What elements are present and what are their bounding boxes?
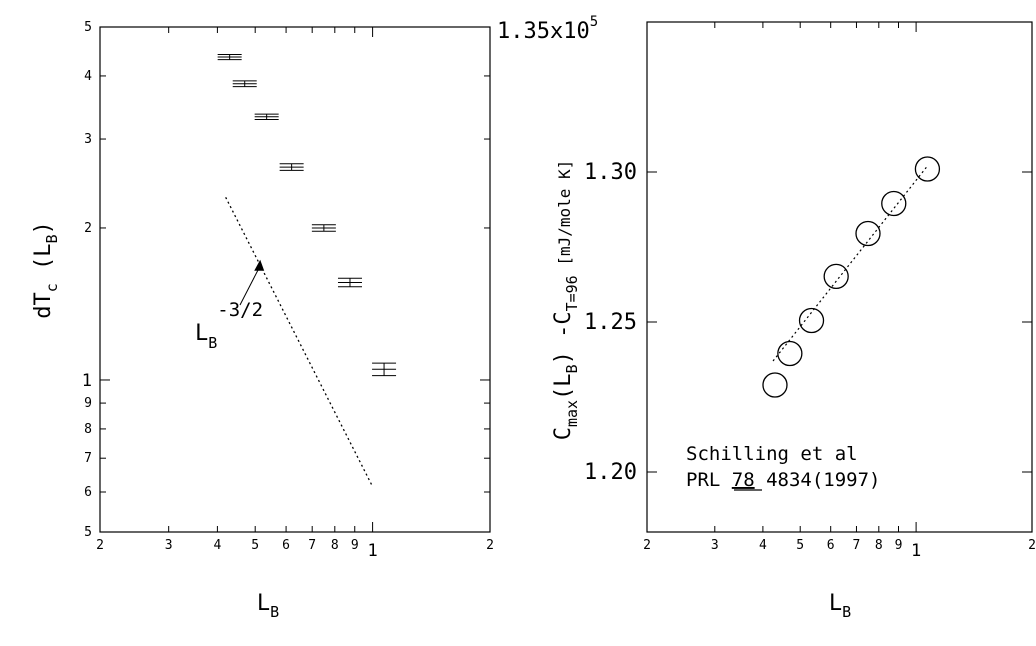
data-point <box>279 163 304 171</box>
x-tick-label: 3 <box>711 538 719 553</box>
y-tick-label: 1.30 <box>584 160 637 185</box>
data-point <box>881 190 907 217</box>
y-axis-label-lb-sub: B <box>563 364 581 373</box>
y-axis-label-sub2: B <box>43 234 61 243</box>
x-tick-label: 1 <box>367 541 377 561</box>
citation-line-2: PRL 78 4834(1997) <box>686 469 881 491</box>
x-axis-label-sub: B <box>270 603 279 621</box>
x-tick-label: 7 <box>308 538 316 553</box>
x-tick-label: 6 <box>282 538 290 553</box>
y-tick-label: 7 <box>84 451 92 466</box>
data-point <box>372 362 397 377</box>
y-axis-label-close: ) <box>31 221 56 234</box>
y-tick-label: 9 <box>84 396 92 411</box>
y-tick-label: 2 <box>84 221 92 236</box>
data-point <box>914 156 941 182</box>
citation-line-1: Schilling et al <box>686 443 858 465</box>
y-tick-label: 5 <box>84 525 92 540</box>
y-axis-label-main: dT <box>31 292 56 319</box>
x-tick-label: 6 <box>827 538 835 553</box>
data-point <box>762 372 788 398</box>
y-tick-label: 3 <box>84 132 92 147</box>
y-axis-label-c-sub: max <box>563 400 581 427</box>
y-axis-label-c: C <box>551 427 576 440</box>
y-axis-label-minus: ) -C <box>551 311 576 364</box>
x-axis-label: LB <box>257 591 279 621</box>
annotation-arrow-head <box>254 259 265 271</box>
y-axis-label-t-sub: T=96 <box>563 275 581 311</box>
y-axis-label-paren: (L <box>551 373 576 400</box>
y-tick-label: 4 <box>84 69 92 84</box>
y-axis-label-mid: (L <box>31 244 56 284</box>
data-point <box>232 80 257 88</box>
slope-annotation-sub: B <box>208 334 217 352</box>
x-tick-label: 2 <box>643 538 651 553</box>
x-axis-label-main: L <box>257 591 270 616</box>
x-tick-label: 9 <box>351 538 359 553</box>
slope-annotation: LB-3/2 <box>195 299 263 352</box>
y-axis-label: dTc (LB) <box>31 221 61 319</box>
data-point <box>217 54 242 61</box>
y-scale-top-label: 1.35x105 <box>497 14 598 44</box>
reference-slope-line <box>225 197 374 487</box>
y-tick-label: 5 <box>84 20 92 35</box>
y-axis-label: Cmax(LB) -CT=96 [mJ/mole K] <box>551 160 581 441</box>
x-axis-label-sub: B <box>842 603 851 621</box>
x-axis-label-main: L <box>829 591 842 616</box>
annotation-arrow-shaft <box>239 265 261 306</box>
y-tick-label: 1.20 <box>584 460 637 485</box>
y-axis-label-sub: c <box>43 283 61 292</box>
x-tick-label: 5 <box>251 538 259 553</box>
y-scale-top-label-exp: 5 <box>590 14 598 30</box>
plot-frame <box>646 21 1033 533</box>
x-tick-label: 7 <box>853 538 861 553</box>
data-point <box>855 220 881 247</box>
citation-volume: 78 <box>732 469 755 491</box>
x-tick-label: 8 <box>331 538 339 553</box>
x-tick-label: 4 <box>213 538 221 553</box>
x-tick-label: 4 <box>759 538 767 553</box>
citation-pages-year: 4834(1997) <box>755 469 881 491</box>
x-tick-label: 9 <box>895 538 903 553</box>
fit-line <box>772 165 928 362</box>
x-tick-label: 2 <box>96 538 104 553</box>
data-point <box>823 263 849 290</box>
data-point <box>337 277 362 288</box>
y-tick-label: 6 <box>84 485 92 500</box>
y-tick-label: 8 <box>84 422 92 437</box>
data-point <box>798 307 825 334</box>
data-point <box>254 113 279 120</box>
x-tick-label: 2 <box>1028 538 1036 553</box>
x-tick-label: 1 <box>911 541 921 561</box>
x-tick-label: 8 <box>875 538 883 553</box>
y-tick-label: 1 <box>82 371 92 391</box>
y-scale-top-label-base: 1.35x10 <box>497 19 590 44</box>
y-tick-label: 1.25 <box>584 310 637 335</box>
data-point <box>311 224 336 232</box>
x-tick-label: 5 <box>796 538 804 553</box>
data-point <box>777 340 803 367</box>
x-tick-label: 3 <box>165 538 173 553</box>
slope-annotation-exponent: -3/2 <box>217 299 263 321</box>
right-chart: 2 3 4 5 6 7 8 9 1 21.201.251.301.35x105Schilling … <box>497 14 1036 621</box>
slope-annotation-base: L <box>195 321 208 346</box>
y-axis-label-unit: [mJ/mole K] <box>555 160 574 276</box>
x-axis-label: LB <box>829 591 851 621</box>
citation-prefix: PRL <box>686 469 732 491</box>
plot-frame <box>99 26 491 533</box>
x-tick-label: 2 <box>486 538 494 553</box>
